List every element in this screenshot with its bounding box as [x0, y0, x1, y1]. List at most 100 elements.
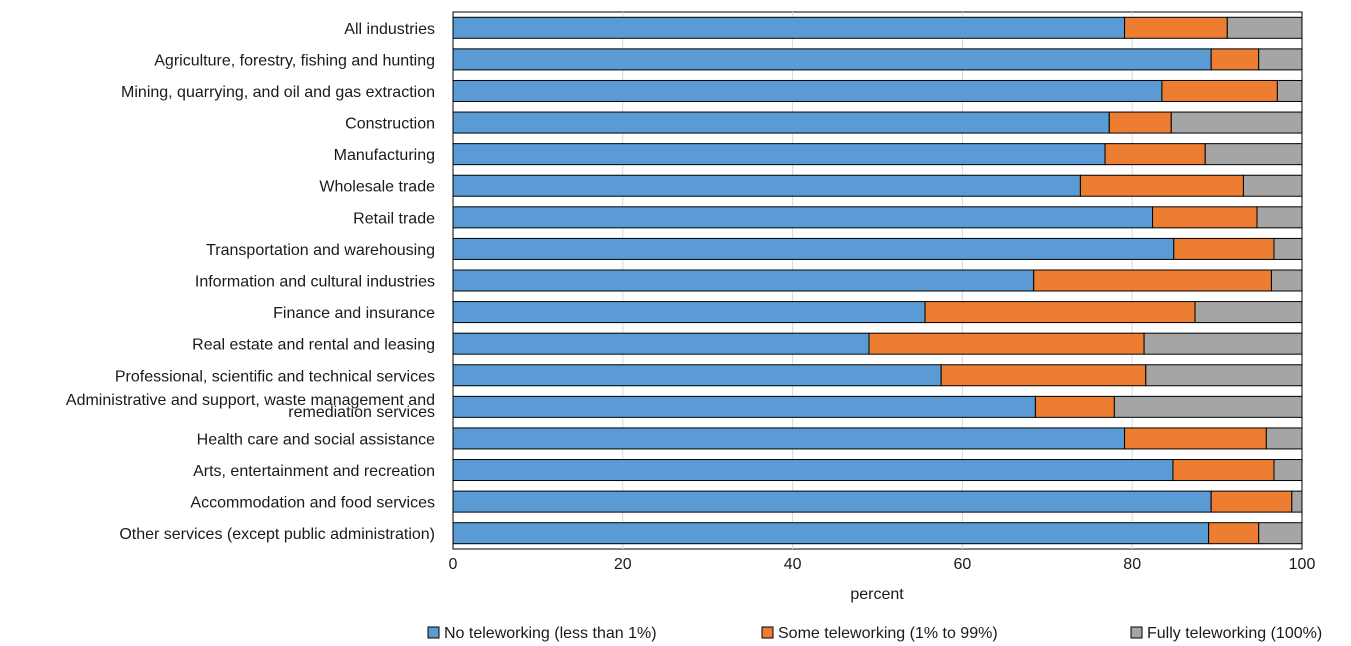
category-label-line: Retail trade: [353, 210, 435, 227]
bar-segment-some-teleworking: [868, 332, 1145, 355]
category-label-line: Health care and social assistance: [197, 431, 435, 448]
bar-segment-fully-teleworking: [1194, 301, 1303, 324]
bar-segment-no-teleworking: [452, 16, 1126, 39]
bar-segment-fully-teleworking: [1291, 490, 1303, 513]
x-tick-label: 20: [614, 556, 632, 573]
x-tick-label: 40: [784, 556, 802, 573]
bar-segment-fully-teleworking: [1143, 332, 1303, 355]
category-label-line: Agriculture, forestry, fishing and hunti…: [154, 52, 435, 69]
bar-segment-fully-teleworking: [1145, 364, 1303, 387]
category-label-line: Administrative and support, waste manage…: [66, 392, 435, 409]
category-label-line: Arts, entertainment and recreation: [193, 463, 435, 480]
category-label: Wholesale trade: [319, 179, 435, 196]
category-label: Finance and insurance: [273, 305, 435, 322]
category-label: All industries: [344, 21, 435, 38]
x-axis-title: percent: [850, 586, 904, 603]
bars: [452, 16, 1303, 545]
bar-segment-some-teleworking: [1210, 48, 1260, 71]
category-label: Retail trade: [353, 210, 435, 227]
bar-segment-no-teleworking: [452, 301, 926, 324]
bar-segment-some-teleworking: [1152, 206, 1258, 229]
category-label-line: Manufacturing: [334, 147, 435, 164]
bar-segment-some-teleworking: [1033, 269, 1272, 292]
bar-segment-fully-teleworking: [1256, 206, 1303, 229]
bar-segment-no-teleworking: [452, 174, 1081, 197]
category-label-line: Information and cultural industries: [195, 274, 435, 291]
bar-segment-some-teleworking: [1173, 237, 1275, 260]
bar-segment-some-teleworking: [1210, 490, 1293, 513]
bar-segment-some-teleworking: [924, 301, 1196, 324]
bar-segment-fully-teleworking: [1276, 79, 1303, 102]
bar-segment-some-teleworking: [1124, 427, 1267, 450]
bar-segment-fully-teleworking: [1258, 48, 1303, 71]
legend: No teleworking (less than 1%) Some telewo…: [427, 625, 1322, 642]
bar-segment-no-teleworking: [452, 459, 1174, 482]
x-tick-label: 100: [1289, 556, 1316, 573]
legend-swatch: [1130, 626, 1143, 639]
legend-label: No teleworking (less than 1%): [444, 625, 657, 642]
category-label: Construction: [345, 116, 435, 133]
bar-segment-fully-teleworking: [1170, 111, 1303, 134]
legend-label: Some teleworking (1% to 99%): [778, 625, 998, 642]
bar-segment-fully-teleworking: [1270, 269, 1303, 292]
category-label-line: Professional, scientific and technical s…: [115, 368, 435, 385]
legend-item: No teleworking (less than 1%): [427, 625, 657, 642]
category-label-line: Wholesale trade: [319, 179, 435, 196]
category-label: Other services (except public administra…: [119, 526, 435, 543]
x-tick-label: 80: [1123, 556, 1141, 573]
category-label: Health care and social assistance: [197, 431, 435, 448]
legend-item: Some teleworking (1% to 99%): [761, 625, 998, 642]
bar-segment-no-teleworking: [452, 237, 1175, 260]
bar-segment-fully-teleworking: [1273, 459, 1303, 482]
category-label: Administrative and support, waste manage…: [66, 392, 435, 421]
bar-segment-no-teleworking: [452, 490, 1212, 513]
bar-segment-some-teleworking: [1104, 143, 1206, 166]
category-label-line: Finance and insurance: [273, 305, 435, 322]
category-label-line: Other services (except public administra…: [119, 526, 435, 543]
bar-segment-fully-teleworking: [1226, 16, 1303, 39]
bar-segment-fully-teleworking: [1265, 427, 1303, 450]
legend-swatch: [761, 626, 774, 639]
legend-swatch: [427, 626, 440, 639]
bar-segment-no-teleworking: [452, 332, 870, 355]
category-label: Manufacturing: [334, 147, 435, 164]
category-labels: All industries Agriculture, forestry, fis…: [66, 21, 435, 543]
category-label: Professional, scientific and technical s…: [115, 368, 435, 385]
category-label: Transportation and warehousing: [206, 242, 435, 259]
bar-segment-fully-teleworking: [1273, 237, 1303, 260]
bar-segment-some-teleworking: [1124, 16, 1228, 39]
legend-item: Fully teleworking (100%): [1130, 625, 1322, 642]
legend-label: Fully teleworking (100%): [1147, 625, 1322, 642]
category-label-line: Construction: [345, 116, 435, 133]
bar-segment-some-teleworking: [1172, 459, 1275, 482]
category-label: Mining, quarrying, and oil and gas extra…: [121, 84, 435, 101]
bar-segment-some-teleworking: [1208, 522, 1260, 545]
x-tick-label: 0: [449, 556, 458, 573]
x-axis-ticks: 0 20 40 60 80 100: [449, 556, 1316, 573]
bar-segment-no-teleworking: [452, 111, 1110, 134]
bar-segment-no-teleworking: [452, 427, 1126, 450]
bar-segment-fully-teleworking: [1242, 174, 1303, 197]
bar-segment-no-teleworking: [452, 522, 1210, 545]
bar-segment-fully-teleworking: [1204, 143, 1303, 166]
bar-segment-no-teleworking: [452, 79, 1163, 102]
category-label-line: All industries: [344, 21, 435, 38]
bar-segment-some-teleworking: [1034, 395, 1115, 418]
category-label-line: remediation services: [288, 404, 435, 421]
category-label: Information and cultural industries: [195, 274, 435, 291]
bar-segment-fully-teleworking: [1258, 522, 1303, 545]
bar-segment-some-teleworking: [940, 364, 1147, 387]
category-label: Arts, entertainment and recreation: [193, 463, 435, 480]
bar-segment-fully-teleworking: [1113, 395, 1303, 418]
bar-segment-no-teleworking: [452, 143, 1106, 166]
category-label-line: Accommodation and food services: [190, 495, 435, 512]
bar-segment-some-teleworking: [1079, 174, 1244, 197]
category-label-line: Real estate and rental and leasing: [192, 337, 435, 354]
x-tick-label: 60: [954, 556, 972, 573]
category-label-line: Transportation and warehousing: [206, 242, 435, 259]
bar-segment-no-teleworking: [452, 269, 1035, 292]
bar-segment-no-teleworking: [452, 206, 1154, 229]
bar-segment-no-teleworking: [452, 364, 942, 387]
bar-segment-no-teleworking: [452, 395, 1036, 418]
